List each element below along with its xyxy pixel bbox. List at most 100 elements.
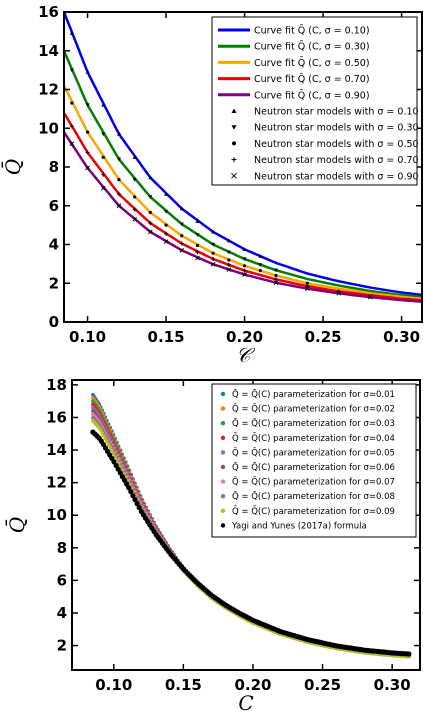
data-point [195,243,200,248]
data-point [103,436,108,441]
data-point [148,195,153,200]
marker-series [69,141,373,300]
marker-series [69,31,263,258]
data-point [336,290,342,296]
legend-entry: Q̄ = Q̄(C) parameterization for σ=0.03 [232,418,395,430]
data-point [179,222,184,227]
data-point [180,234,184,238]
chart-bottom-legend: Q̄ = Q̄(C) parameterization for σ=0.01 Q̄… [211,383,417,538]
data-point [195,255,200,261]
y-tick-label: 8 [49,158,59,176]
data-point [132,497,138,503]
data-point [164,231,169,236]
legend-marker-swatch [220,479,226,484]
data-point [231,125,237,130]
data-point [132,177,137,182]
x-tick-label: 0.15 [165,676,202,694]
data-point [305,284,310,289]
legend-entry: Q̄ = Q̄(C) parameterization for σ=0.04 [232,432,395,444]
y-tick-label: 14 [38,42,59,60]
series-line [64,131,422,303]
data-point [69,124,74,129]
y-tick-label: 12 [38,81,59,99]
data-point [211,257,216,262]
data-point [100,431,104,435]
data-point [164,209,169,214]
data-point [273,268,278,273]
data-point [110,448,114,453]
data-point [210,261,216,267]
x-tick-label: 0.20 [234,676,271,694]
chart-top-y-axis-label: Q̄ [0,159,25,175]
data-point [101,155,105,159]
data-point [108,445,112,450]
chart-bottom-plot-data [90,392,412,659]
data-point [134,501,140,507]
data-point [116,132,121,136]
data-point [105,439,109,444]
data-point [132,155,137,159]
x-tick-label: 0.10 [95,676,132,694]
legend-entry: Neutron star models with σ = 0.30 [254,123,419,134]
legend-entry: Neutron star models with σ = 0.90 [254,171,419,182]
y-tick-label: 4 [49,236,59,254]
x-tick-label: 0.25 [305,328,342,346]
legend-box [211,383,417,538]
y-tick-label: 16 [38,3,59,21]
y-tick-label: 10 [38,119,59,137]
chart-bottom-ticks: 0.10 0.15 0.20 0.25 0.30 2 4 6 8 10 12 14 16 18 [46,376,420,694]
data-point [116,203,122,209]
data-point [232,141,236,146]
legend-marker-swatch [220,508,226,513]
data-point [70,101,74,105]
legend-entry: Curve fit Q̄ (C, σ = 0.70) [254,73,370,85]
chart-top: 0.10 0.15 0.20 0.25 0.30 0 2 4 6 8 10 12 14 16 𝒞 Q̄ C… [0,3,423,367]
y-tick-label: 14 [46,441,67,459]
legend-entry: Neutron star models with σ = 0.50 [254,139,419,150]
legend-entry: Q̄ = Q̄(C) parameterization for σ=0.08 [232,491,395,503]
series-points [90,429,412,657]
legend-entry: Curve fit Q̄ (C, σ = 0.90) [254,90,370,102]
marker-series [69,124,341,294]
data-point [85,165,90,171]
marker-series [70,101,309,285]
data-point [133,195,137,199]
data-point [117,177,121,182]
x-tick-label: 0.20 [226,328,263,346]
y-tick-label: 4 [57,604,67,622]
data-point [132,207,137,212]
data-point [211,251,215,255]
legend-marker-swatch [231,172,237,179]
data-point [242,268,247,273]
marker-series [69,68,278,273]
data-point [69,68,74,73]
legend-entry: Q̄ = Q̄(C) parameterization for σ=0.07 [232,476,395,488]
data-point [124,481,130,487]
legend-entry: Q̄ = Q̄(C) parameterization for σ=0.06 [232,461,395,473]
data-point [100,185,106,191]
y-tick-label: 2 [49,274,59,292]
series-line [64,85,422,301]
data-point [130,493,136,499]
legend-marker-swatch [220,391,226,397]
y-tick-label: 2 [57,637,67,655]
data-point [126,485,132,491]
y-tick-label: 16 [46,408,67,426]
data-point [116,157,121,162]
data-point [148,229,153,235]
legend-marker-swatch [220,421,226,426]
data-point [163,239,169,244]
series-line [64,12,422,297]
chart-top-legend: Curve fit Q̄ (C, σ = 0.10) Curve fit Q̄ (… [211,16,419,186]
legend-entry: Q̄ = Q̄(C) parameterization for σ=0.05 [232,447,395,459]
data-point [367,294,373,300]
x-tick-label: 0.10 [69,328,106,346]
data-point [195,250,200,255]
series-line [64,50,422,299]
data-point [106,442,111,447]
legend-marker-swatch [220,406,226,411]
x-tick-label: 0.15 [148,328,185,346]
data-point [231,108,237,113]
data-point [231,172,237,179]
data-point [231,157,237,163]
